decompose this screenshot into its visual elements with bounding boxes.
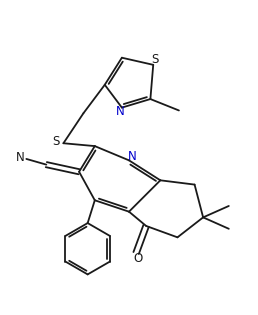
Text: S: S <box>151 53 158 66</box>
Text: S: S <box>52 135 59 148</box>
Text: N: N <box>116 105 125 117</box>
Text: N: N <box>128 150 137 163</box>
Text: N: N <box>16 151 25 164</box>
Text: O: O <box>133 252 142 265</box>
